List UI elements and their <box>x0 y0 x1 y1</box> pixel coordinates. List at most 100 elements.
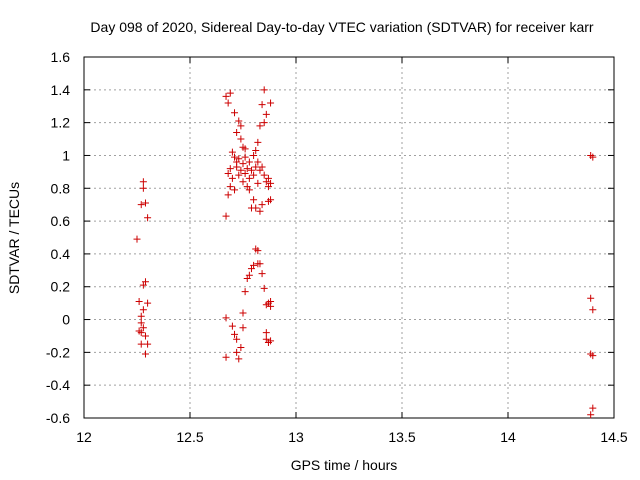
data-point <box>222 92 230 100</box>
data-point <box>224 99 232 107</box>
data-point <box>252 147 260 155</box>
y-tick-label: 1 <box>62 147 70 163</box>
data-point <box>141 278 149 286</box>
data-point <box>226 183 234 191</box>
y-tick-label: 0.4 <box>51 246 71 262</box>
data-point <box>587 294 595 302</box>
data-point <box>239 160 247 168</box>
y-tick-label: 0.6 <box>51 213 71 229</box>
data-point <box>260 284 268 292</box>
x-tick-label: 13.5 <box>388 429 415 445</box>
data-point <box>233 128 241 136</box>
data-point <box>139 324 147 332</box>
data-point <box>247 166 255 174</box>
data-point <box>250 151 258 159</box>
data-point <box>254 158 262 166</box>
data-point <box>228 174 236 182</box>
data-point <box>231 109 239 117</box>
x-tick-label: 14 <box>500 429 516 445</box>
data-point <box>139 184 147 192</box>
data-point <box>250 171 258 179</box>
data-point <box>233 348 241 356</box>
data-point <box>241 288 249 296</box>
axis-ticks <box>83 56 615 419</box>
data-point <box>237 343 245 351</box>
data-point <box>139 306 147 314</box>
data-point <box>262 110 270 118</box>
data-point <box>252 163 260 171</box>
data-point <box>254 138 262 146</box>
grid-lines <box>84 57 614 418</box>
data-point <box>258 201 266 209</box>
data-point <box>589 153 597 161</box>
data-point <box>589 404 597 412</box>
data-point <box>250 196 258 204</box>
data-point <box>235 155 243 163</box>
data-point <box>141 332 149 340</box>
data-point <box>243 165 251 173</box>
data-point <box>141 350 149 358</box>
data-point <box>222 314 230 322</box>
y-tick-label: 0.2 <box>51 279 71 295</box>
x-tick-label: 12.5 <box>176 429 203 445</box>
data-point <box>222 212 230 220</box>
data-point <box>262 329 270 337</box>
data-point <box>231 330 239 338</box>
chart-title: Day 098 of 2020, Sidereal Day-to-day VTE… <box>90 19 593 35</box>
data-point <box>245 174 253 182</box>
data-point <box>135 297 143 305</box>
data-point <box>228 148 236 156</box>
data-point <box>258 101 266 109</box>
data-point <box>224 191 232 199</box>
data-point <box>237 122 245 130</box>
data-point <box>264 174 272 182</box>
y-tick-label: -0.2 <box>46 344 70 360</box>
data-point <box>258 163 266 171</box>
data-point <box>589 352 597 360</box>
x-tick-label: 14.5 <box>600 429 627 445</box>
data-point <box>224 170 232 178</box>
data-point <box>144 299 152 307</box>
data-point <box>144 214 152 222</box>
y-tick-label: -0.4 <box>46 377 70 393</box>
y-axis-label: SDTVAR / TECUs <box>6 182 22 294</box>
data-point <box>245 271 253 279</box>
data-point <box>235 117 243 125</box>
data-point <box>267 302 275 310</box>
data-point <box>133 235 141 243</box>
data-point <box>137 319 145 327</box>
data-point <box>256 207 264 215</box>
data-point <box>228 322 236 330</box>
data-point <box>241 153 249 161</box>
data-point <box>254 247 262 255</box>
data-point <box>231 153 239 161</box>
data-point <box>241 145 249 153</box>
data-point <box>267 196 275 204</box>
y-tick-label: 1.4 <box>51 82 71 98</box>
data-points <box>133 86 597 419</box>
y-tick-label: -0.6 <box>46 410 70 426</box>
data-point <box>139 178 147 186</box>
data-point <box>256 260 264 268</box>
data-point <box>137 312 145 320</box>
data-point <box>260 86 268 94</box>
y-tick-label: 1.2 <box>51 115 71 131</box>
data-point <box>267 179 275 187</box>
x-tick-labels: 12 12.5 13 13.5 14 14.5 <box>76 429 628 445</box>
data-point <box>226 165 234 173</box>
data-point <box>235 355 243 363</box>
data-point <box>239 178 247 186</box>
data-point <box>245 158 253 166</box>
x-tick-label: 12 <box>76 429 92 445</box>
data-point <box>144 340 152 348</box>
data-point <box>267 99 275 107</box>
data-point <box>256 122 264 130</box>
y-tick-label: 0.8 <box>51 180 71 196</box>
data-point <box>267 337 275 345</box>
data-point <box>137 201 145 209</box>
data-point <box>222 353 230 361</box>
x-tick-label: 13 <box>288 429 304 445</box>
data-point <box>239 324 247 332</box>
data-point <box>250 261 258 269</box>
